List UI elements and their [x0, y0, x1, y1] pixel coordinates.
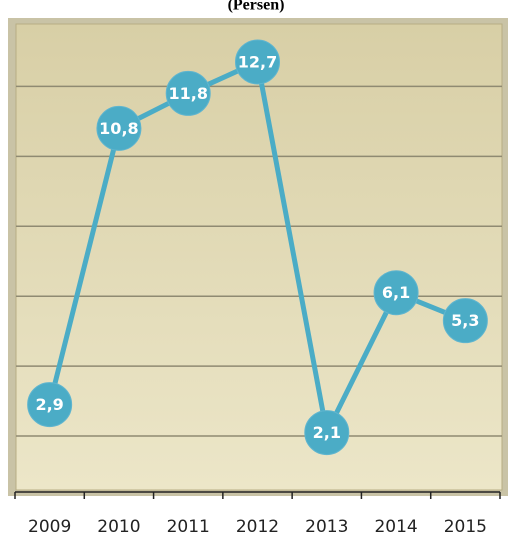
plot-area: [15, 23, 503, 491]
x-tick-label: 2012: [236, 517, 279, 537]
data-label: 12,7: [238, 52, 277, 71]
data-point: [373, 270, 419, 316]
x-tick-label: 2011: [167, 517, 210, 537]
data-point: [442, 298, 488, 344]
data-point: [235, 39, 280, 85]
data-label: 2,9: [35, 395, 63, 414]
data-point: [27, 382, 73, 428]
x-tick-label: 2009: [28, 517, 71, 537]
data-point: [96, 105, 142, 151]
data-label: 2,1: [313, 423, 341, 442]
chart-title: (Persen): [228, 0, 285, 14]
data-point: [165, 70, 211, 116]
data-label: 10,8: [99, 119, 138, 138]
x-tick-label: 2013: [305, 517, 348, 537]
x-tick-label: 2014: [374, 517, 417, 537]
x-tick-label: 2010: [97, 517, 140, 537]
data-label: 6,1: [382, 283, 410, 302]
x-tick-label: 2015: [444, 517, 487, 537]
data-point: [304, 410, 350, 456]
data-label: 5,3: [451, 311, 479, 330]
data-label: 11,8: [168, 84, 207, 103]
